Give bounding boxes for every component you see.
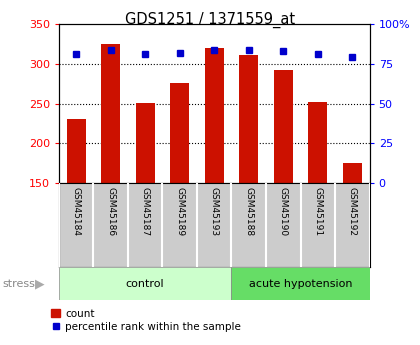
Text: GSM45184: GSM45184 bbox=[71, 187, 81, 236]
Bar bbox=[101, 44, 120, 183]
Bar bbox=[231, 267, 370, 300]
Text: GSM45186: GSM45186 bbox=[106, 187, 115, 236]
Bar bbox=[205, 48, 224, 183]
Bar bbox=[170, 83, 189, 183]
Bar bbox=[343, 163, 362, 183]
Bar bbox=[136, 103, 155, 183]
Bar bbox=[308, 102, 327, 183]
Text: acute hypotension: acute hypotension bbox=[249, 279, 352, 289]
Bar bbox=[66, 119, 86, 183]
Text: GSM45188: GSM45188 bbox=[244, 187, 253, 236]
Text: GDS1251 / 1371559_at: GDS1251 / 1371559_at bbox=[125, 12, 295, 28]
Text: GSM45193: GSM45193 bbox=[210, 187, 219, 236]
Bar bbox=[274, 70, 293, 183]
Bar bbox=[239, 55, 258, 183]
Text: control: control bbox=[126, 279, 165, 289]
Text: GSM45189: GSM45189 bbox=[175, 187, 184, 236]
Text: stress: stress bbox=[2, 279, 35, 289]
Text: GSM45187: GSM45187 bbox=[141, 187, 150, 236]
Bar bbox=[59, 267, 231, 300]
Text: GSM45191: GSM45191 bbox=[313, 187, 322, 236]
Text: GSM45192: GSM45192 bbox=[348, 187, 357, 236]
Text: GSM45190: GSM45190 bbox=[279, 187, 288, 236]
Text: ▶: ▶ bbox=[35, 277, 45, 290]
Legend: count, percentile rank within the sample: count, percentile rank within the sample bbox=[47, 305, 245, 336]
